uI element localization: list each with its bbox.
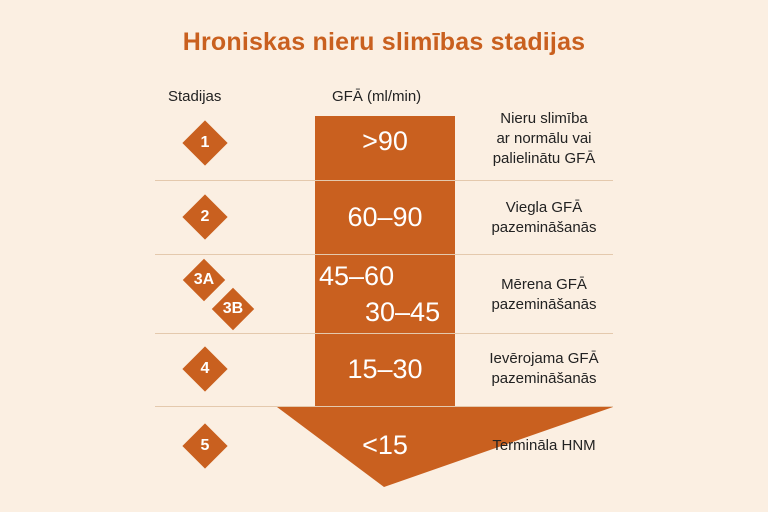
stage-1-description-line: ar normālu vai [496,130,592,147]
gfr-column-header: GFĀ (ml/min) [332,88,422,105]
stage-4-description-line: Ievērojama GFĀ [489,350,599,367]
stages-column-header: Stadijas [168,88,222,105]
stage-2-label: 2 [200,208,210,225]
stage-2-gfr-value: 60–90 [347,202,423,232]
stage-3-description: Mērena GFĀ pazemināšanās [464,275,624,315]
stage-2-description-line: pazemināšanās [491,219,597,236]
stage-1-description: Nieru slimība ar normālu vai palielinātu… [464,109,624,169]
gfr-arrow-shape [277,116,613,487]
stage-4-description-line: pazemināšanās [491,370,597,387]
stage-2-description-line: Viegla GFĀ [505,199,583,216]
stage-2-description: Viegla GFĀ pazemināšanās [464,198,624,238]
row-divider [155,333,613,334]
stage-4-description: Ievērojama GFĀ pazemināšanās [464,349,624,389]
row-divider [155,180,613,181]
stage-5-description: Termināla HNM [464,436,624,456]
stage-3-description-line: pazemināšanās [491,296,597,313]
stage-5-description-line: Termināla HNM [492,437,596,454]
stage-1-gfr-value: >90 [362,126,408,156]
page-title: Hroniskas nieru slimības stadijas [182,28,586,56]
stage-4-gfr-value: 15–30 [347,354,423,384]
stage-1-description-line: Nieru slimība [500,110,588,127]
row-divider [155,406,613,407]
stage-1-label: 1 [200,134,210,151]
stage-1-description-line: palielinātu GFĀ [492,150,596,167]
stage-3b-label: 3B [222,300,244,317]
stage-4-label: 4 [200,360,210,377]
stage-5-label: 5 [200,437,210,454]
stage-5-gfr-value: <15 [362,430,408,460]
stage-3b-gfr-value: 30–45 [365,297,441,327]
stage-3a-label: 3A [193,271,215,288]
row-divider [155,254,613,255]
stage-3a-gfr-value: 45–60 [319,261,395,291]
stage-3-description-line: Mērena GFĀ [501,276,587,293]
